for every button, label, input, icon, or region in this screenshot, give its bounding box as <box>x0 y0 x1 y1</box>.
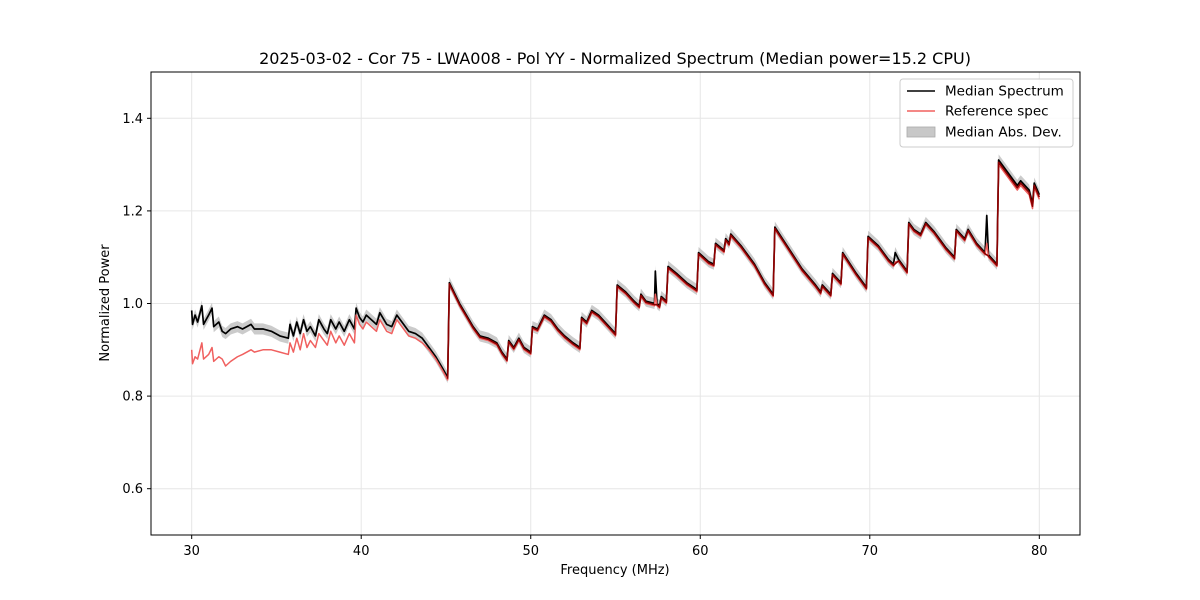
y-tick-label: 1.0 <box>122 297 143 312</box>
chart-title: 2025-03-02 - Cor 75 - LWA008 - Pol YY - … <box>259 49 971 68</box>
legend-median-label: Median Spectrum <box>945 84 1064 100</box>
series-layer <box>190 159 1041 381</box>
x-axis-label: Frequency (MHz) <box>560 563 669 578</box>
y-axis: 0.6 0.8 1.0 1.2 1.4 <box>122 112 151 497</box>
x-tick-label: 70 <box>862 544 879 559</box>
x-tick-label: 80 <box>1031 544 1048 559</box>
x-tick-label: 40 <box>353 544 370 559</box>
mad-band <box>191 154 1040 384</box>
legend-box <box>899 78 1074 148</box>
mad-band-layer <box>191 154 1040 384</box>
x-axis: 30 40 50 60 70 80 <box>183 535 1048 559</box>
y-tick-label: 1.4 <box>122 112 143 127</box>
y-tick-label: 0.6 <box>122 482 143 497</box>
legend: Median Spectrum Reference spec Median Ab… <box>899 78 1074 148</box>
y-tick-label: 0.8 <box>122 390 143 405</box>
x-tick-label: 30 <box>183 544 200 559</box>
y-tick-label: 1.2 <box>122 204 143 219</box>
overlap-line <box>446 161 1041 379</box>
y-axis-label: Normalized Power <box>98 244 113 362</box>
legend-mad-label: Median Abs. Dev. <box>945 125 1062 141</box>
x-tick-label: 50 <box>522 544 539 559</box>
median-spectrum-line <box>190 159 1041 379</box>
legend-mad-swatch <box>906 126 936 138</box>
x-tick-label: 60 <box>692 544 709 559</box>
legend-reference-label: Reference spec <box>945 104 1049 120</box>
